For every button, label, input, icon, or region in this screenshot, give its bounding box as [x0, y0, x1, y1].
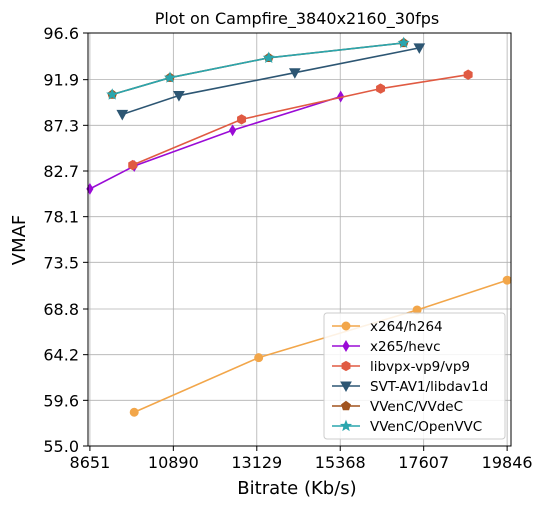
y-tick-label: 78.1 — [43, 208, 79, 227]
x-tick-label: 19846 — [482, 453, 533, 472]
legend-item: VVenC/VVdeC — [332, 399, 463, 415]
data-point — [106, 88, 119, 100]
legend: x264/h264 x265/hevc libvpx-vp9/vp9 SVT-AV1/… — [323, 312, 506, 440]
data-point — [337, 90, 345, 103]
x-axis-label: Bitrate (Kb/s) — [237, 478, 356, 499]
data-point — [116, 109, 129, 121]
y-tick-label: 96.6 — [43, 24, 79, 43]
y-tick-label: 55.0 — [43, 437, 79, 456]
series-5 — [106, 36, 410, 100]
legend-marker — [340, 381, 352, 393]
legend-label: libvpx-vp9/vp9 — [370, 359, 470, 375]
data-point — [502, 275, 512, 285]
x-tick-label: 8651 — [70, 453, 111, 472]
y-tick-label: 73.5 — [43, 253, 79, 272]
plot-frame — [87, 32, 512, 447]
legend-marker — [341, 360, 351, 372]
y-tick-label: 68.8 — [43, 300, 79, 319]
data-point — [163, 71, 177, 83]
data-point — [413, 43, 426, 54]
data-point — [173, 91, 185, 102]
y-tick-label: 59.6 — [43, 391, 79, 410]
data-point — [262, 51, 275, 63]
data-point — [397, 36, 410, 49]
series-line — [89, 95, 341, 190]
data-point — [254, 353, 264, 363]
x-tick-label: 15368 — [315, 453, 366, 472]
legend-item: libvpx-vp9/vp9 — [332, 359, 470, 375]
grid — [88, 32, 511, 447]
series-3 — [116, 43, 426, 121]
y-tick-label: 87.3 — [43, 116, 79, 135]
legend-label: VVenC/VVdeC — [370, 399, 463, 415]
series-line — [122, 47, 420, 116]
data-point — [463, 69, 473, 80]
x-tick-label: 10890 — [148, 453, 199, 472]
x-tick-label: 17607 — [398, 453, 449, 472]
legend-item: SVT-AV1/libdav1d — [332, 379, 488, 395]
legend-label: VVenC/OpenVVC — [370, 419, 482, 435]
legend-marker — [342, 340, 350, 352]
data-point — [288, 68, 301, 79]
y-axis-label: VMAF — [9, 215, 30, 266]
axis-ticks: 8651 10890 13129 15368 17607 19846 55.0 59.6 64.… — [43, 24, 532, 472]
legend-label: x265/hevc — [370, 339, 441, 355]
data-point — [237, 114, 247, 125]
y-tick-label: 64.2 — [43, 346, 79, 365]
legend-label: x264/h264 — [370, 319, 443, 335]
legend-box — [323, 312, 506, 440]
data-point — [229, 124, 237, 137]
legend-item: x265/hevc — [332, 339, 441, 355]
series-1 — [86, 90, 345, 195]
y-tick-label: 82.7 — [43, 162, 79, 181]
legend-marker — [341, 400, 351, 411]
series-line — [111, 42, 404, 96]
legend-marker — [339, 419, 353, 432]
data-point — [129, 407, 139, 417]
x-tick-label: 13129 — [231, 453, 282, 472]
data-point — [128, 159, 138, 171]
y-tick-label: 91.9 — [43, 71, 79, 90]
data-point — [376, 83, 386, 94]
series-2 — [128, 69, 473, 171]
series-line — [111, 42, 404, 96]
legend-item: x264/h264 — [332, 319, 443, 335]
series-line — [132, 73, 469, 166]
legend-label: SVT-AV1/libdav1d — [370, 379, 488, 395]
legend-marker — [341, 321, 351, 331]
chart-title: Plot on Campfire_3840x2160_30fps — [155, 9, 440, 29]
legend-item: VVenC/OpenVVC — [332, 419, 482, 435]
